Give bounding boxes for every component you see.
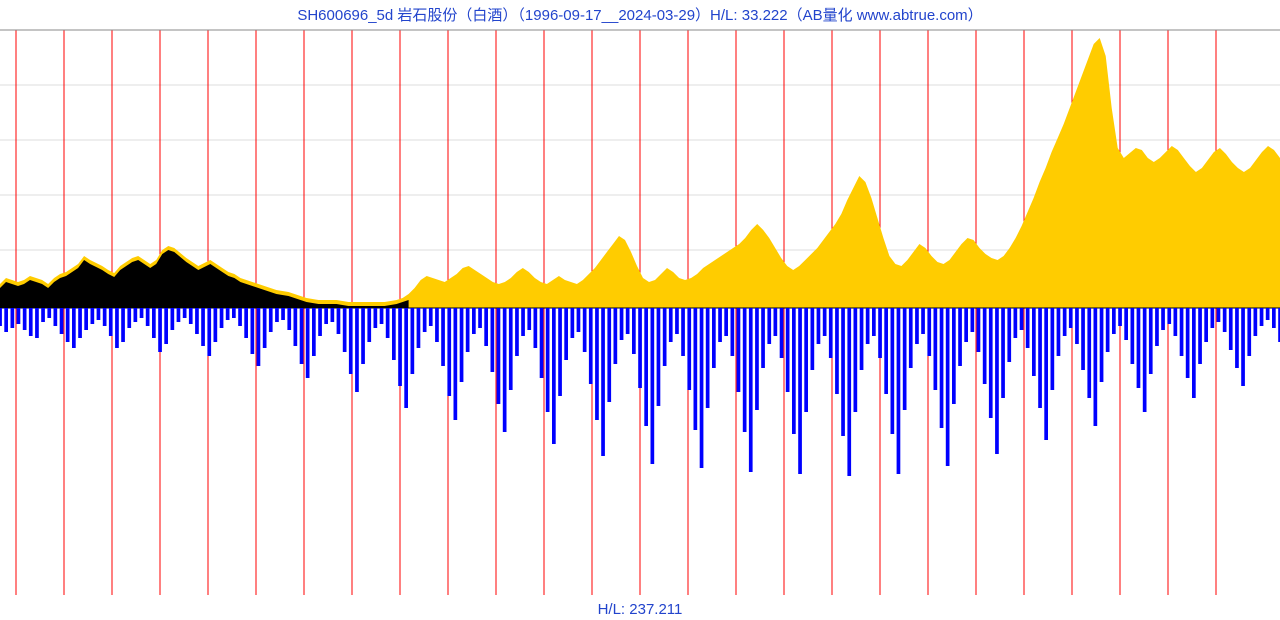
chart-title: SH600696_5d 岩石股份（白酒）（1996-09-17__2024-03… — [0, 4, 1280, 25]
chart-bottom-label: H/L: 237.211 — [0, 601, 1280, 618]
chart-canvas — [0, 0, 1280, 620]
stock-chart: SH600696_5d 岩石股份（白酒）（1996-09-17__2024-03… — [0, 0, 1280, 620]
